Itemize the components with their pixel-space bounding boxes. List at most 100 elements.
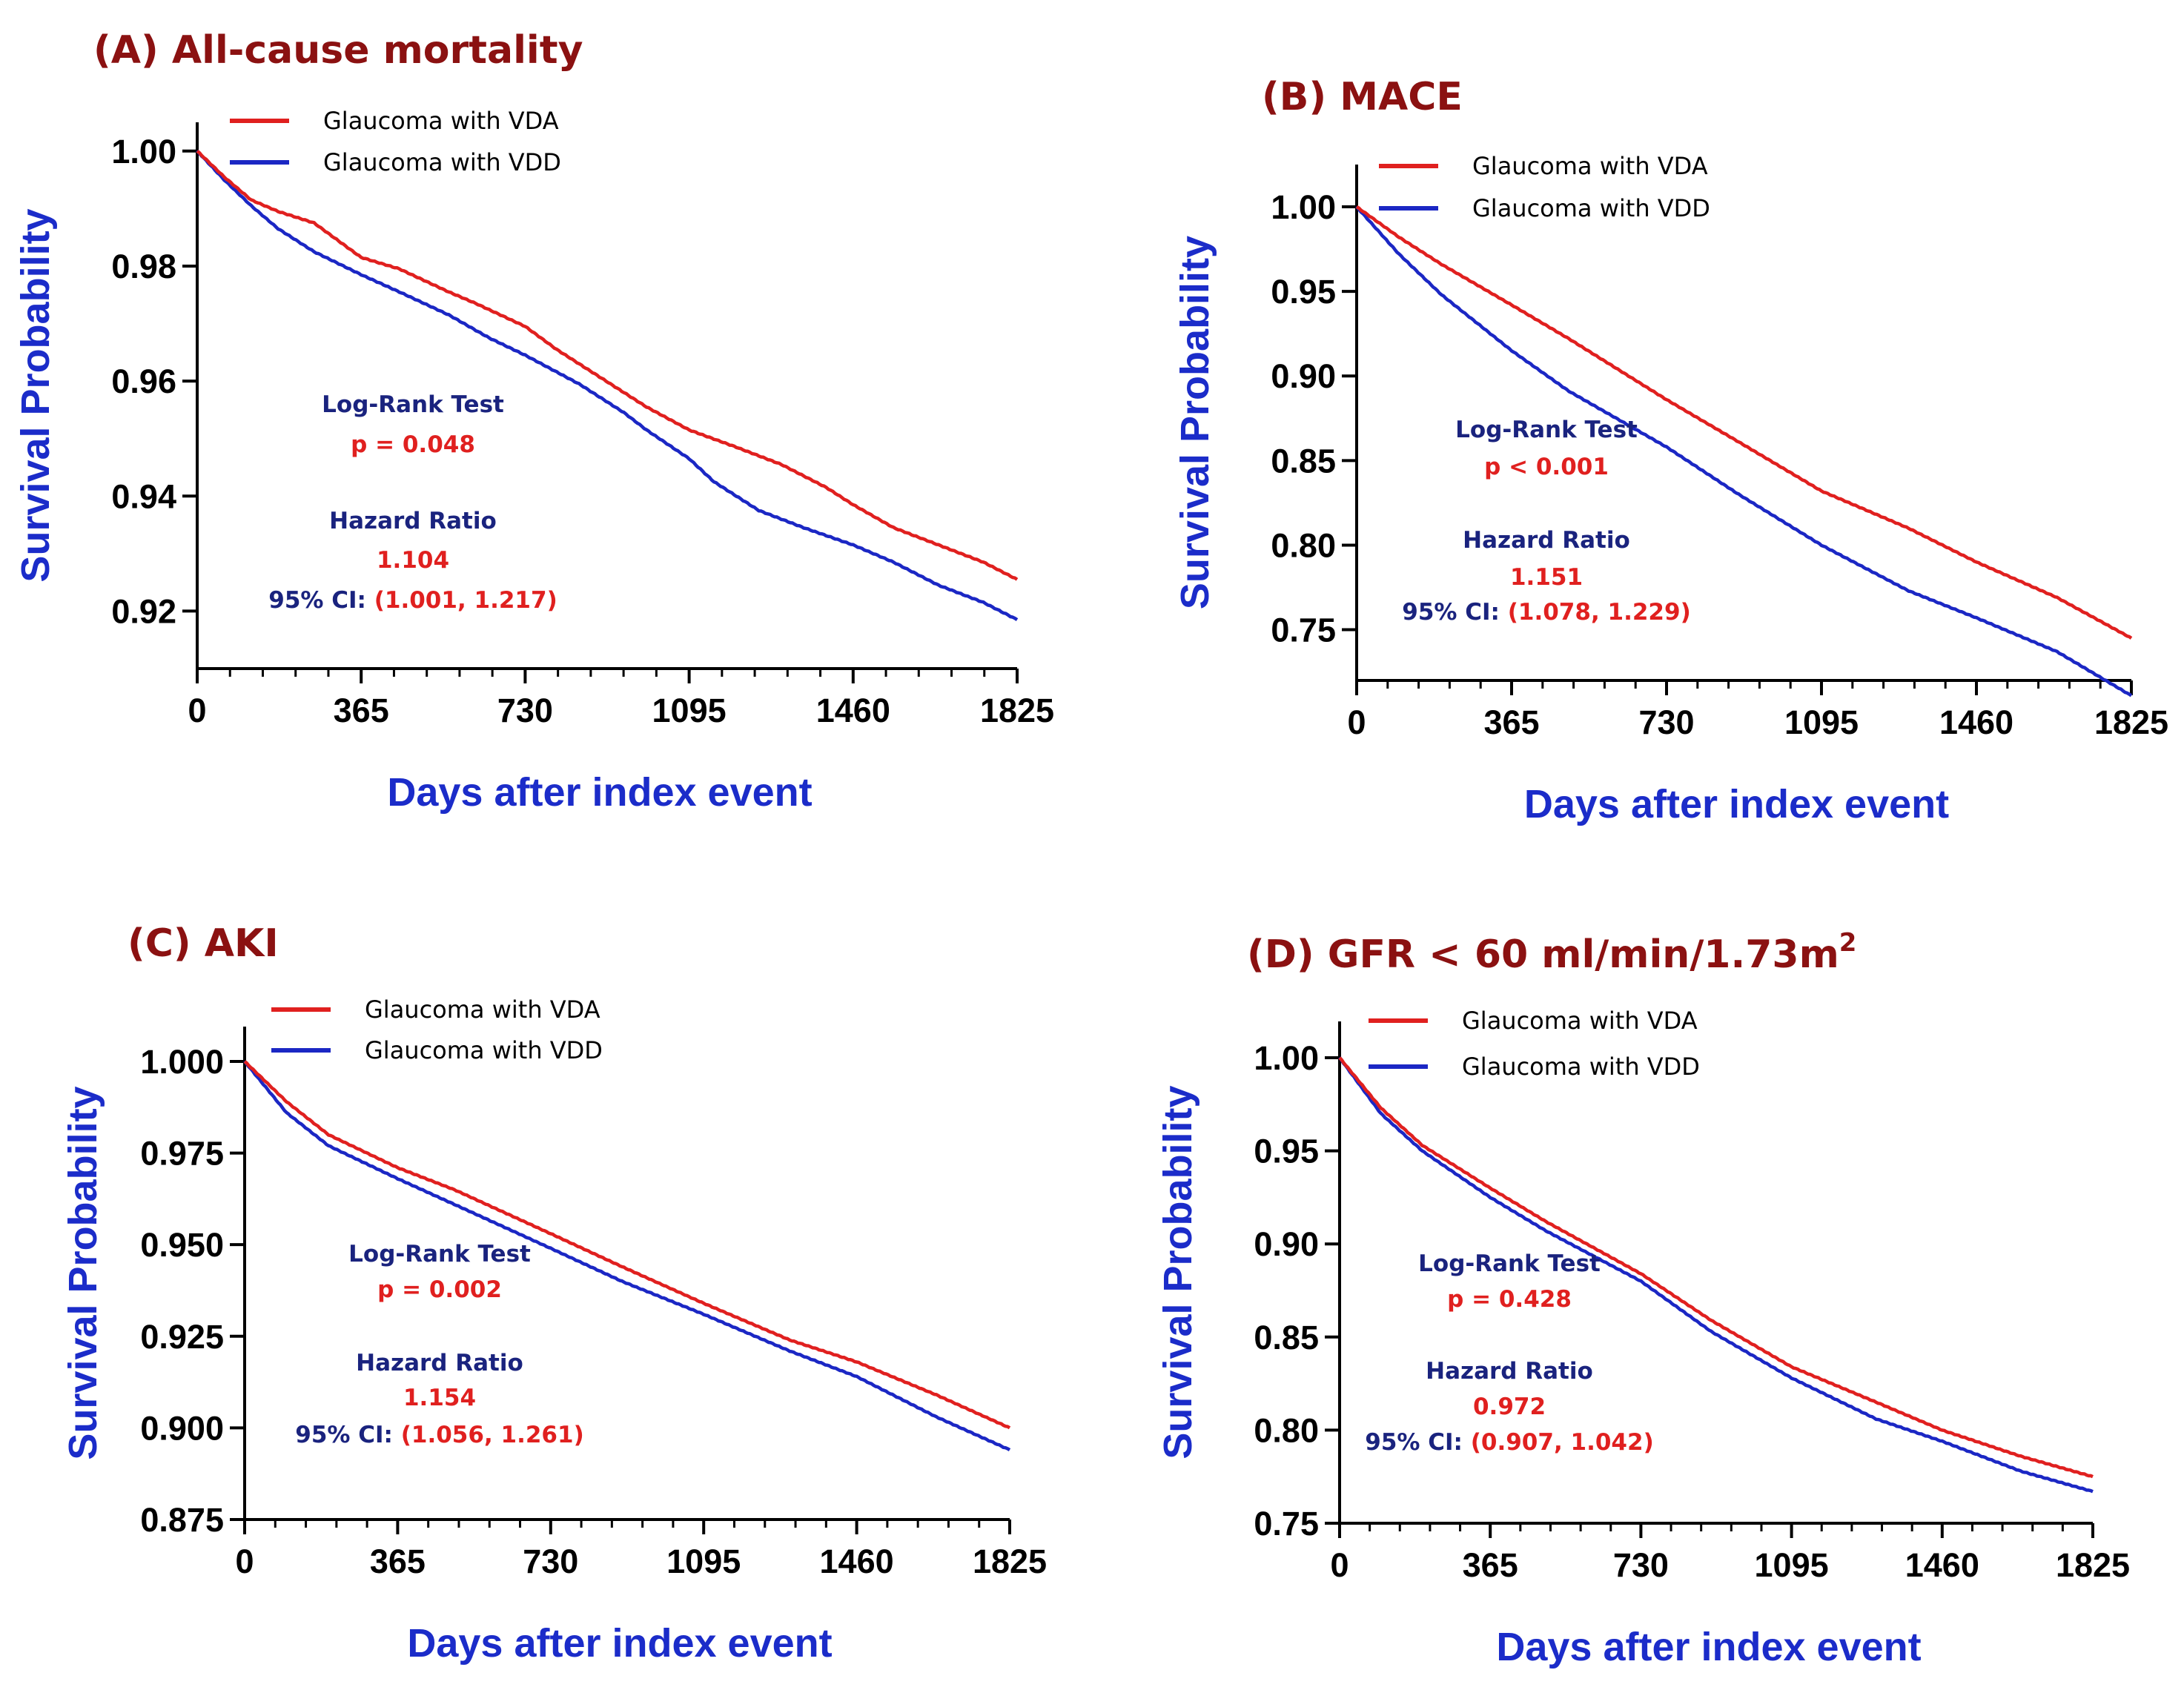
y-tick-label: 0.900 — [140, 1409, 224, 1447]
x-tick-label: 730 — [523, 1542, 578, 1580]
x-tick-label: 1460 — [1939, 703, 2013, 741]
x-tick-label: 730 — [497, 692, 553, 729]
panel-d: (D) GFR < 60 ml/min/1.73m2 0.75 0.80 0.85 0.… — [1156, 928, 2130, 1669]
ci-value: (1.078, 1.229) — [1508, 599, 1691, 626]
logrank-label: Log-Rank Test — [1418, 1250, 1601, 1277]
hazard-ratio-label: Hazard Ratio — [1463, 527, 1630, 554]
ci-line: 95% CI: (1.078, 1.229) — [1402, 599, 1691, 626]
x-tick-label: 0 — [188, 692, 206, 729]
x-tick-label: 1095 — [1784, 703, 1859, 741]
p-value: p = 0.048 — [351, 431, 475, 458]
panel-title: (A) All-cause mortality — [93, 28, 583, 73]
y-tick-label: 0.95 — [1254, 1133, 1319, 1170]
y-tick-label: 0.90 — [1254, 1225, 1319, 1263]
legend-label: Glaucoma with VDA — [1462, 1007, 1698, 1035]
panel-title: (D) GFR < 60 ml/min/1.73m2 — [1247, 928, 1856, 977]
x-tick-label: 1825 — [2094, 703, 2168, 741]
x-tick-label: 1460 — [1905, 1546, 1979, 1584]
logrank-label: Log-Rank Test — [322, 391, 504, 418]
x-tick-label: 365 — [370, 1542, 426, 1580]
x-axis-label: Days after index event — [387, 770, 812, 815]
p-value: p < 0.001 — [1484, 454, 1609, 480]
series-line-vdd — [1355, 205, 2133, 697]
y-tick-label: 0.94 — [111, 477, 176, 515]
y-axis-label: Survival Probability — [13, 208, 58, 582]
x-tick-label: 1095 — [652, 692, 727, 729]
legend-label: Glaucoma with VDA — [323, 107, 559, 135]
y-axis-label: Survival Probability — [1156, 1085, 1200, 1459]
series-line-vda — [1355, 205, 2133, 640]
y-tick-label: 1.00 — [111, 133, 176, 170]
legend-label: Glaucoma with VDD — [1462, 1053, 1700, 1081]
y-axis-label: Survival Probability — [61, 1086, 105, 1459]
ci-label: 95% CI: — [1365, 1429, 1470, 1456]
y-tick-label: 0.95 — [1271, 273, 1336, 311]
x-tick-label: 0 — [235, 1542, 254, 1580]
p-value: p = 0.002 — [377, 1276, 502, 1303]
panel-title: (C) AKI — [128, 921, 279, 966]
x-tick-label: 365 — [1483, 703, 1539, 741]
ci-value: (1.056, 1.261) — [401, 1422, 584, 1448]
ci-label: 95% CI: — [295, 1422, 400, 1448]
hazard-ratio-label: Hazard Ratio — [329, 508, 497, 534]
y-tick-label: 0.90 — [1271, 357, 1336, 395]
series-line-vda — [196, 150, 1019, 581]
x-tick-label: 365 — [1463, 1546, 1518, 1584]
panel-title: (B) MACE — [1262, 75, 1463, 119]
y-tick-label: 0.75 — [1271, 612, 1336, 649]
legend-label: Glaucoma with VDA — [1472, 152, 1708, 180]
ci-line: 95% CI: (0.907, 1.042) — [1365, 1429, 1654, 1456]
logrank-label: Log-Rank Test — [348, 1241, 531, 1268]
y-tick-label: 0.925 — [140, 1318, 224, 1356]
legend-label: Glaucoma with VDA — [365, 995, 600, 1024]
y-tick-label: 0.875 — [140, 1501, 224, 1539]
y-tick-label: 0.80 — [1254, 1411, 1319, 1449]
series-line-vda — [243, 1060, 1011, 1430]
y-tick-label: 0.85 — [1271, 442, 1336, 480]
ci-line: 95% CI: (1.056, 1.261) — [295, 1422, 584, 1448]
x-tick-label: 1825 — [980, 692, 1054, 729]
y-tick-label: 0.96 — [111, 362, 176, 400]
y-axis-label: Survival Probability — [1173, 236, 1217, 609]
hazard-ratio-value: 1.104 — [377, 547, 449, 574]
y-tick-label: 0.92 — [111, 592, 176, 630]
x-tick-label: 1460 — [816, 692, 890, 729]
y-tick-label: 0.75 — [1254, 1505, 1319, 1542]
y-tick-label: 0.80 — [1271, 526, 1336, 564]
ci-value: (0.907, 1.042) — [1471, 1429, 1654, 1456]
hazard-ratio-label: Hazard Ratio — [1426, 1358, 1593, 1385]
hazard-ratio-value: 1.154 — [403, 1385, 476, 1411]
y-tick-label: 0.85 — [1254, 1319, 1319, 1356]
x-tick-label: 365 — [334, 692, 389, 729]
panel-b: (B) MACE 0.75 0.80 0.85 0.90 0.95 1.00 0 365 730 1… — [1173, 75, 2168, 826]
y-tick-label: 0.98 — [111, 248, 176, 285]
y-tick-label: 0.950 — [140, 1226, 224, 1264]
y-tick-label: 1.00 — [1254, 1039, 1319, 1077]
x-tick-label: 0 — [1330, 1546, 1349, 1584]
x-tick-label: 1825 — [973, 1542, 1047, 1580]
x-tick-label: 730 — [1613, 1546, 1669, 1584]
y-tick-label: 1.00 — [1271, 188, 1336, 226]
hazard-ratio-value: 0.972 — [1473, 1394, 1546, 1420]
x-tick-label: 0 — [1347, 703, 1366, 741]
logrank-label: Log-Rank Test — [1455, 417, 1638, 443]
ci-label: 95% CI: — [1402, 599, 1507, 626]
legend-label: Glaucoma with VDD — [365, 1036, 603, 1064]
ci-line: 95% CI: (1.001, 1.217) — [268, 587, 557, 614]
x-axis-label: Days after index event — [1524, 782, 1949, 826]
series-line-vdd — [196, 149, 1019, 621]
x-tick-label: 1095 — [666, 1542, 741, 1580]
legend-label: Glaucoma with VDD — [1472, 194, 1710, 222]
x-axis-label: Days after index event — [407, 1621, 832, 1666]
p-value: p = 0.428 — [1447, 1286, 1572, 1313]
x-axis-label: Days after index event — [1496, 1625, 1921, 1669]
series-line-vda — [1338, 1056, 2094, 1479]
x-tick-label: 1825 — [2056, 1546, 2130, 1584]
ci-value: (1.001, 1.217) — [374, 587, 557, 614]
series-line-vdd — [243, 1060, 1011, 1452]
x-tick-label: 1095 — [1755, 1546, 1829, 1584]
hazard-ratio-value: 1.151 — [1510, 564, 1583, 591]
y-tick-label: 0.975 — [140, 1135, 224, 1173]
legend-label: Glaucoma with VDD — [323, 148, 561, 176]
